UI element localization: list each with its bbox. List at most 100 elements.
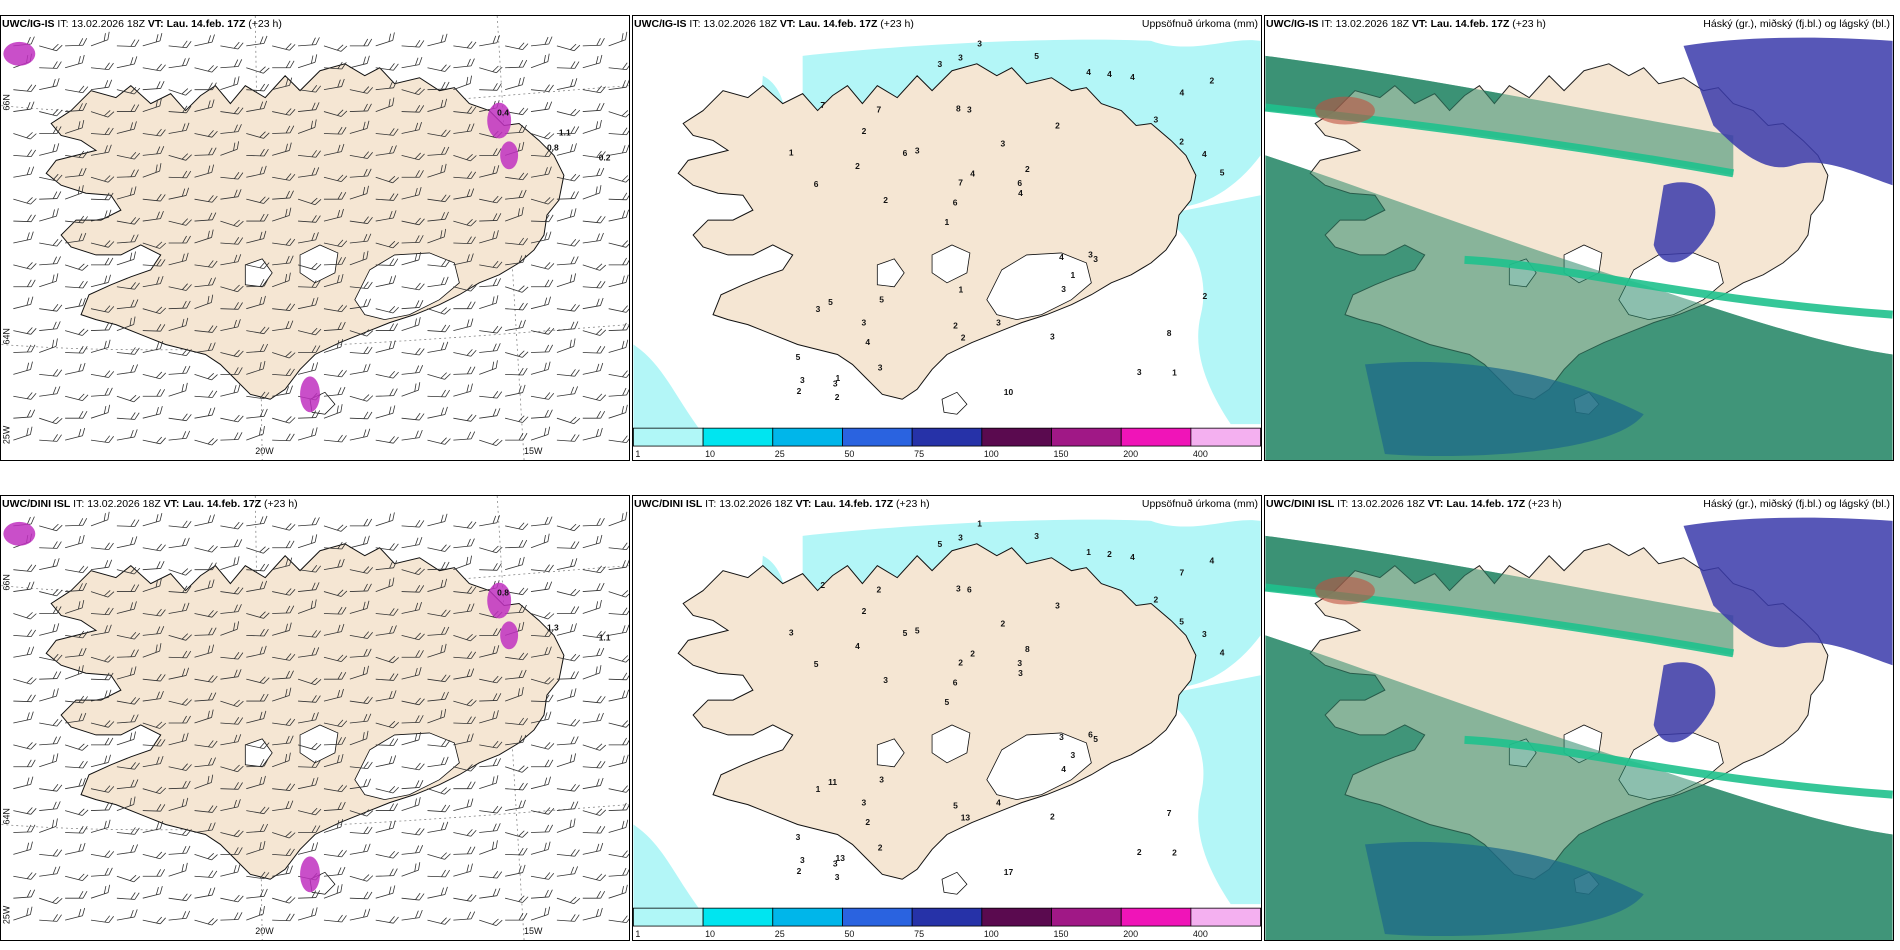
wind-barb	[556, 606, 580, 614]
wind-barb	[401, 762, 425, 771]
wind-barb	[582, 665, 602, 680]
wind-barb	[375, 690, 397, 702]
wind-barb	[142, 128, 166, 137]
wind-barb	[582, 102, 605, 112]
wind-barb	[194, 709, 214, 724]
wind-barb	[116, 316, 136, 331]
wind-barb	[90, 867, 113, 877]
wind-barb	[375, 577, 395, 592]
wind-barb	[349, 535, 370, 549]
precip-area	[1161, 195, 1261, 425]
wind-barb	[90, 127, 114, 136]
wind-barb	[453, 894, 477, 902]
wind-barb	[168, 520, 192, 529]
wind-barb	[531, 824, 554, 833]
wind-barb	[194, 918, 218, 926]
wind-barb	[582, 599, 602, 614]
vt-value: Lau. 14.feb. 17Z	[166, 18, 246, 30]
wind-barb	[298, 37, 320, 47]
colorbar-tick: 50	[844, 449, 854, 459]
wind-barb	[168, 633, 192, 641]
wind-barb	[13, 711, 34, 724]
it-label: IT:	[73, 498, 85, 510]
wind-barb	[323, 404, 343, 419]
wind-barb	[168, 382, 188, 397]
wind-barb	[582, 630, 606, 639]
colorbar-tick: 10	[705, 929, 715, 939]
wind-barb	[323, 524, 348, 532]
wind-barb	[453, 555, 472, 571]
wind-barb	[582, 842, 604, 855]
wind-barb	[453, 699, 477, 707]
wind-barb	[194, 34, 215, 47]
wind-barb	[142, 340, 164, 353]
wind-barb	[13, 262, 37, 270]
wind-barb	[582, 565, 606, 574]
wind-barb	[375, 512, 395, 527]
wind-barb	[375, 851, 399, 859]
wind-barb	[246, 196, 270, 204]
wind-barb	[65, 232, 87, 244]
wind-barb	[401, 650, 424, 658]
precip-value: 8	[1025, 644, 1030, 654]
wind-barb	[375, 175, 399, 184]
precip-value: 3	[958, 52, 963, 62]
wind-barb	[272, 303, 296, 311]
wind-barb	[479, 840, 498, 855]
wind-barb	[90, 404, 111, 419]
wind-barb	[246, 230, 267, 244]
wind-barb	[246, 425, 265, 441]
precip-value: 3	[796, 832, 801, 842]
wind-barb	[427, 372, 451, 380]
wind-barb	[39, 173, 63, 182]
wind-barb	[142, 786, 167, 795]
wind-barb	[272, 752, 291, 768]
wind-barb	[375, 80, 398, 91]
precip-value: 1	[816, 784, 821, 794]
precip-value: 7	[1179, 568, 1184, 578]
precip-value: 1	[945, 217, 950, 227]
wind-barb	[375, 868, 398, 877]
wind-barb	[194, 853, 218, 861]
wind-barb	[530, 409, 553, 419]
wind-barb	[297, 297, 319, 310]
wind-barb	[401, 601, 422, 614]
wind-barb	[220, 699, 244, 707]
wind-barb	[298, 410, 321, 419]
mid-cloud-area	[1683, 517, 1893, 666]
wind-barb	[375, 275, 397, 288]
wind-barb	[530, 581, 553, 592]
wind-barb	[194, 229, 214, 244]
wind-panel-top: 20W 15W 66N 64N 25W 0.4 0.2 0.8 1.1	[0, 15, 630, 461]
wind-barb	[142, 63, 166, 72]
wind-barb	[349, 394, 374, 402]
wind-barb	[116, 731, 136, 746]
wind-barb	[220, 621, 240, 636]
wind-barb	[427, 276, 449, 288]
wind-barb	[39, 191, 62, 200]
wind-barb	[582, 119, 602, 134]
wind-barb	[272, 831, 296, 839]
precip-value: 3	[789, 627, 794, 637]
wind-barb	[220, 669, 242, 680]
wind-barb	[39, 434, 62, 442]
wind-barb	[194, 390, 218, 398]
wind-barb	[479, 35, 500, 47]
wind-barb	[375, 885, 396, 899]
wind-barb	[505, 895, 529, 903]
wind-barb	[401, 317, 421, 331]
wind-barb	[194, 277, 216, 288]
corner-lon-label: 25W	[1, 425, 11, 444]
precip-value: 3	[956, 583, 961, 593]
wind-barb	[530, 516, 553, 527]
cloud-map-top	[1265, 16, 1893, 460]
wind-barb	[375, 210, 397, 222]
wind-barb	[375, 340, 396, 353]
precip-value: 3	[1055, 601, 1060, 611]
wind-barb	[427, 561, 450, 571]
wind-barb	[453, 383, 473, 397]
glacier	[354, 732, 460, 801]
wind-barb	[401, 39, 425, 48]
precip-value: 7	[1167, 808, 1172, 818]
wind-barb	[13, 694, 36, 703]
